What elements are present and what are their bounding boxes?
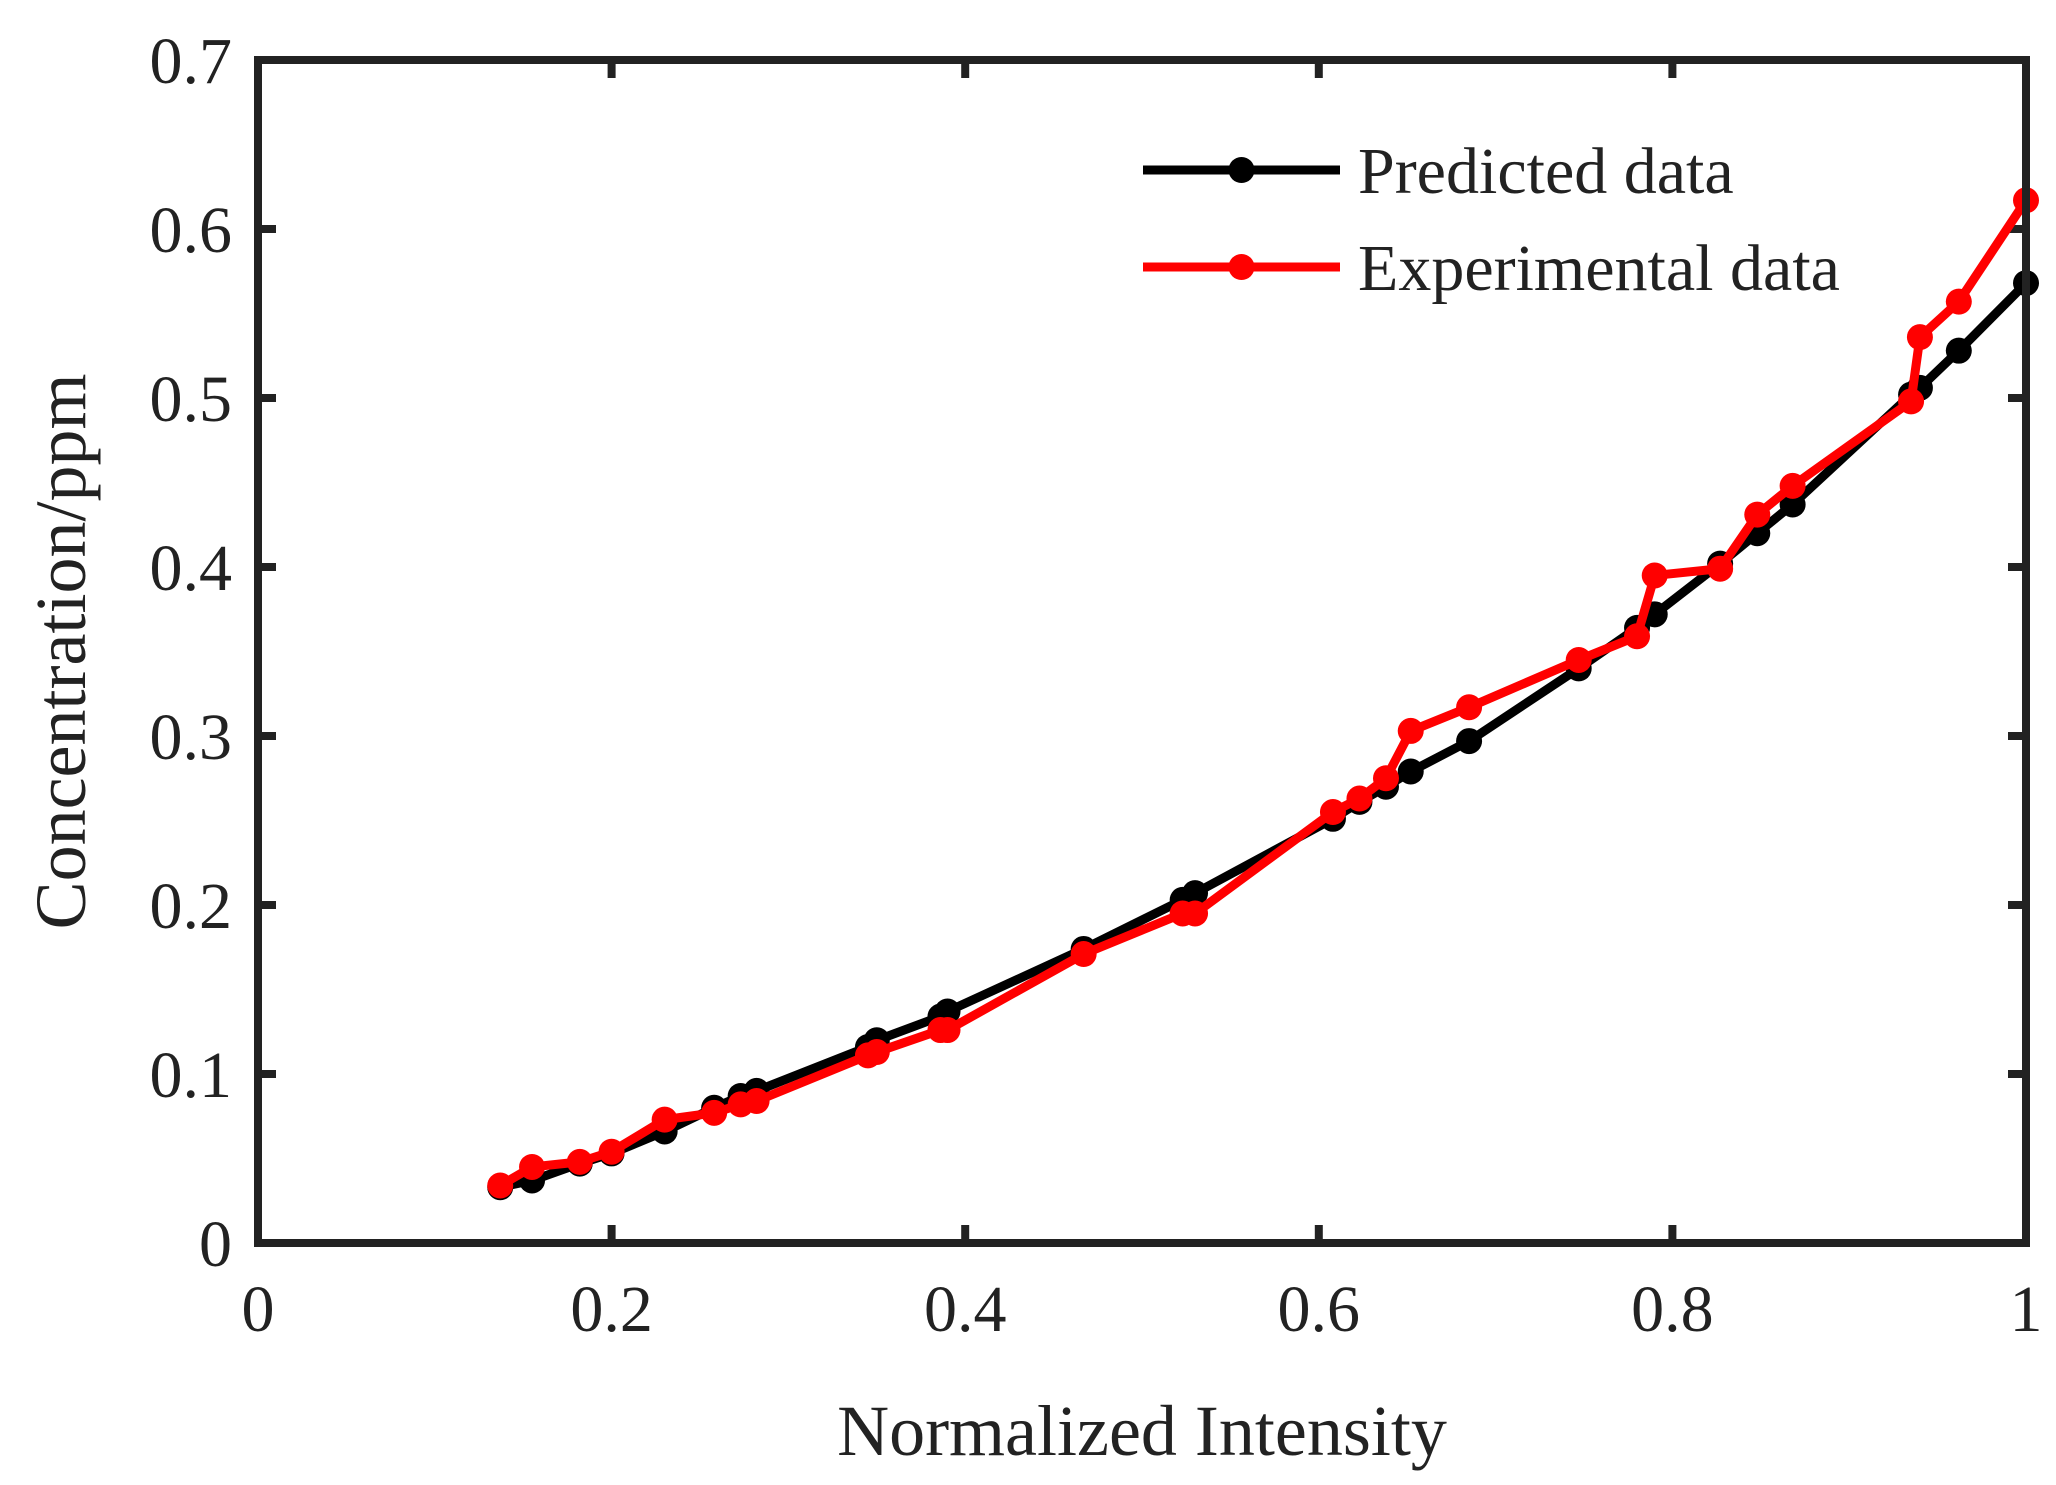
data-point [1641,562,1668,589]
y-axis-label: Concentration/ppm [21,374,101,930]
legend-item: Experimental data [1143,232,1840,305]
legend-marker [1228,254,1255,280]
data-point [1456,694,1483,721]
data-point [1319,799,1346,826]
data-point [1624,623,1651,650]
y-tick-label: 0.3 [150,701,233,774]
data-point [1182,880,1209,907]
data-point [1945,288,1972,315]
data-point [934,1017,961,1044]
legend-marker [1228,157,1255,183]
data-point [598,1138,625,1165]
data-point [1565,646,1592,673]
x-tick-label: 0.2 [570,1273,653,1346]
x-tick-label: 1 [2010,1273,2043,1346]
y-tick-label: 0.1 [150,1039,233,1112]
y-tick-label: 0.5 [150,363,233,436]
data-point [566,1148,593,1175]
data-point [743,1088,770,1115]
tick-labels: 0 0.2 0.4 0.6 0.8 1 0 0.1 0.2 0.3 0.4 0.5 0.6 0.7 [150,25,2043,1346]
x-tick-label: 0.8 [1631,1273,1714,1346]
data-point [863,1039,890,1066]
x-tick-label: 0 [242,1273,275,1346]
data-point [1744,501,1771,528]
data-point [1070,941,1097,968]
data-point [1906,324,1933,351]
y-tick-label: 0.7 [150,25,233,98]
y-tick-label: 0.2 [150,870,233,943]
data-point [651,1106,678,1133]
y-tick-label: 0.4 [150,532,233,605]
x-axis-label: Normalized Intensity [837,1391,1447,1471]
data-point [1372,765,1399,792]
legend-item: Predicted data [1143,135,1734,208]
data-point [1182,900,1209,927]
y-tick-label: 0.6 [150,194,233,267]
y-tick-label: 0 [199,1208,232,1281]
x-tick-label: 0.4 [924,1273,1007,1346]
data-point [487,1172,514,1199]
data-point [1779,491,1806,518]
data-point [1397,717,1424,744]
data-point [1456,728,1483,755]
data-point [1707,555,1734,582]
data-point [1779,472,1806,499]
series-experimental [487,187,2039,1199]
data-point [701,1099,728,1126]
legend: Predicted data Experimental data [1143,135,1840,305]
data-point [1397,758,1424,785]
data-point [1945,337,1972,364]
data-point [1898,388,1925,415]
legend-label: Predicted data [1358,135,1734,208]
data-point [519,1153,546,1180]
data-point [1346,785,1373,812]
legend-label: Experimental data [1358,232,1840,305]
plot-frame [254,56,2030,1247]
series-layer [487,187,2039,1201]
x-tick-label: 0.6 [1278,1273,1361,1346]
